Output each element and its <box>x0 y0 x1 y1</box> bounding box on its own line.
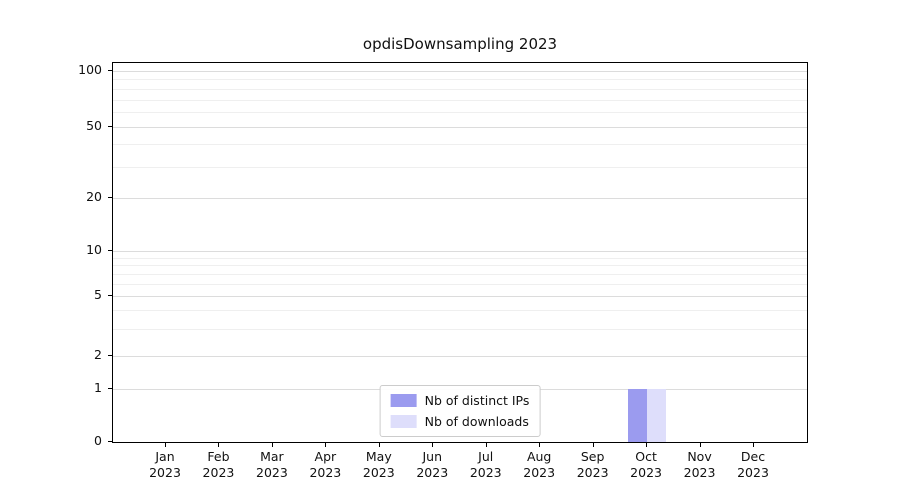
y-tick-mark <box>108 441 112 442</box>
y-tick-mark <box>108 294 112 296</box>
gridline <box>113 144 807 146</box>
gridline <box>113 166 807 168</box>
x-tick-mark <box>485 443 487 447</box>
bar-oct-series0 <box>628 389 648 442</box>
y-tick-mark <box>108 249 112 251</box>
y-tick-mark <box>108 125 112 127</box>
legend: Nb of distinct IPs Nb of downloads <box>379 385 541 437</box>
gridline <box>113 283 807 285</box>
x-tick-mark <box>646 443 648 447</box>
x-tick-label: Aug 2023 <box>523 449 556 481</box>
y-tick-label: 50 <box>86 117 102 133</box>
x-tick-label: Jan 2023 <box>149 449 181 481</box>
x-tick-label: Sep 2023 <box>576 449 609 481</box>
x-tick-mark <box>325 443 327 447</box>
gridline <box>113 88 807 90</box>
plot-area: Nb of distinct IPs Nb of downloads <box>112 62 808 443</box>
x-tick-label: Feb 2023 <box>202 449 235 481</box>
x-tick-mark <box>753 443 754 447</box>
gridline <box>113 329 807 331</box>
chart-title: opdisDownsampling 2023 <box>362 35 558 53</box>
x-tick-label: Apr 2023 <box>309 449 342 481</box>
x-tick-label: May 2023 <box>362 449 395 481</box>
x-tick-mark <box>539 443 541 447</box>
y-tick-label: 10 <box>86 241 102 257</box>
legend-item: Nb of distinct IPs <box>390 393 530 408</box>
x-tick-mark <box>165 443 166 447</box>
gridline <box>113 355 807 357</box>
gridline <box>113 257 807 259</box>
x-tick-label: Dec 2023 <box>737 449 769 481</box>
gridline <box>113 250 807 252</box>
y-tick-mark <box>108 69 112 71</box>
gridline <box>113 273 807 275</box>
x-tick-mark <box>699 443 701 447</box>
y-tick-label: 20 <box>86 189 102 205</box>
y-tick-label: 0 <box>94 433 102 448</box>
y-tick-label: 1 <box>94 380 102 396</box>
x-tick-mark <box>592 443 594 447</box>
gridline <box>113 112 807 114</box>
y-tick-label: 5 <box>94 286 102 302</box>
gridline <box>113 310 807 312</box>
gridline <box>113 126 807 128</box>
x-tick-label: Oct 2023 <box>630 449 662 481</box>
bar-oct-series1 <box>647 389 667 442</box>
gridline <box>113 99 807 101</box>
x-tick-mark <box>271 443 273 447</box>
gridline <box>113 198 807 200</box>
gridline <box>113 79 807 81</box>
legend-label: Nb of downloads <box>424 414 529 429</box>
legend-label: Nb of distinct IPs <box>424 393 530 408</box>
gridline <box>113 295 807 297</box>
x-tick-label: Nov 2023 <box>683 449 716 481</box>
y-tick-label: 100 <box>78 61 102 77</box>
x-tick-label: Jul 2023 <box>469 449 502 481</box>
x-tick-mark <box>218 443 220 447</box>
legend-swatch-icon <box>390 394 417 407</box>
y-tick-mark <box>108 354 112 356</box>
y-tick-mark <box>108 388 112 390</box>
y-tick-label: 2 <box>94 346 102 362</box>
x-tick-mark <box>378 443 380 447</box>
x-tick-label: Jun 2023 <box>416 449 449 481</box>
gridline <box>113 70 807 72</box>
y-tick-mark <box>108 197 112 199</box>
x-tick-label: Mar 2023 <box>256 449 288 481</box>
legend-swatch-icon <box>390 415 417 428</box>
gridline <box>113 265 807 267</box>
x-tick-mark <box>432 443 434 447</box>
legend-item: Nb of downloads <box>390 414 530 429</box>
